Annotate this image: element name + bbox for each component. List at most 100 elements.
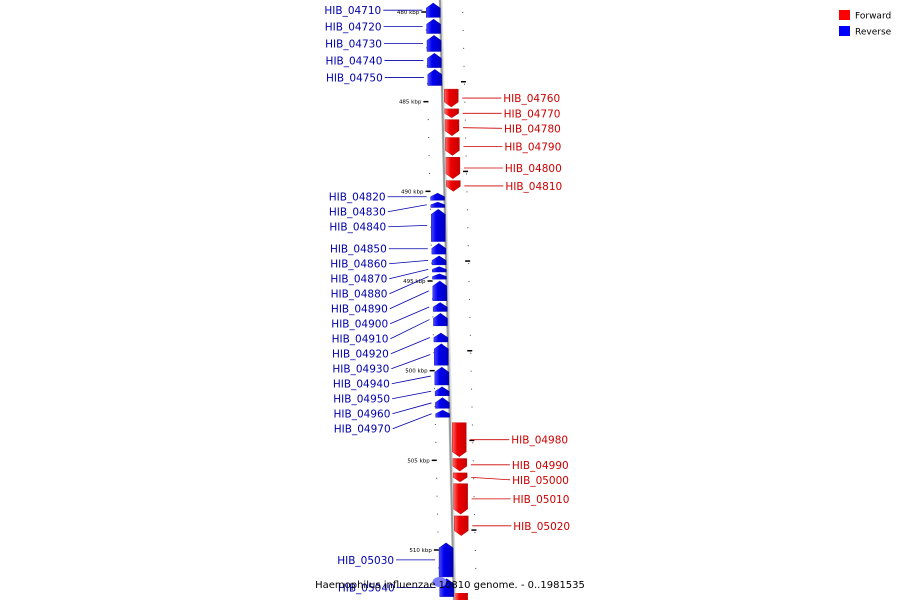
kbp-tick-label: 485 kbp xyxy=(399,100,422,106)
gene-hib-05030[interactable] xyxy=(438,542,454,578)
gene-label[interactable]: HIB_04720 xyxy=(325,21,382,33)
gene-hib-04790[interactable] xyxy=(445,137,460,156)
gene-hib-04900[interactable] xyxy=(432,302,448,312)
gene-hib-04750[interactable] xyxy=(427,69,443,86)
gene-connector xyxy=(387,204,427,213)
legend-forward-swatch xyxy=(839,10,850,20)
gene-label[interactable]: HIB_04810 xyxy=(505,181,562,193)
gene-label[interactable]: HIB_04920 xyxy=(332,349,389,361)
gene-connector xyxy=(392,402,432,415)
gene-labels: HIB_04710 HIB_04720 HIB_04730 HIB_04740 HIB_… xyxy=(324,5,570,594)
gene-label[interactable]: HIB_04870 xyxy=(330,274,387,286)
kbp-tick-label: 505 kbp xyxy=(407,458,430,464)
gene-label[interactable]: HIB_04900 xyxy=(331,319,388,331)
kbp-tick-label: 480 kbp xyxy=(397,10,420,16)
gene-hib-04720[interactable] xyxy=(426,18,441,34)
gene-label[interactable]: HIB_04780 xyxy=(504,123,561,135)
gene-connector xyxy=(390,337,431,355)
gene-hib-04890[interactable] xyxy=(432,280,447,301)
gene-hib-04970[interactable] xyxy=(435,409,450,418)
gene-hib-04980[interactable] xyxy=(452,422,467,457)
gene-hib-04760[interactable] xyxy=(444,88,459,108)
genome-axis xyxy=(438,0,457,600)
gene-hib-04960[interactable] xyxy=(435,397,450,409)
gene-label[interactable]: HIB_04930 xyxy=(332,364,389,376)
gene-hib-04870[interactable] xyxy=(432,266,447,273)
gene-connector xyxy=(471,476,511,481)
legend-forward-label: Forward xyxy=(855,12,891,22)
gene-hib-04770[interactable] xyxy=(444,108,459,119)
kbp-ticks: 480 kbp 485 kbp 490 kbp 495 kbp 500 kbp 505 k… xyxy=(397,10,477,587)
gene-label[interactable]: HIB_04840 xyxy=(329,222,386,234)
gene-connector xyxy=(390,319,430,340)
gene-label[interactable]: HIB_04750 xyxy=(326,72,383,84)
gene-label[interactable]: HIB_04830 xyxy=(329,207,386,219)
gene-hib-04940[interactable] xyxy=(434,366,449,386)
gene-label[interactable]: HIB_04730 xyxy=(325,38,382,50)
axis-line xyxy=(439,0,455,600)
kbp-tick-label: 510 kbp xyxy=(409,548,432,554)
gene-label[interactable]: HIB_04950 xyxy=(333,394,390,406)
gene-label[interactable]: HIB_04910 xyxy=(332,334,389,346)
genome-caption: Haemophilus influenzae 10810 genome. - 0… xyxy=(315,580,585,591)
gene-label[interactable]: HIB_04800 xyxy=(505,163,562,175)
legend-reverse-swatch xyxy=(839,26,850,36)
gene-connector xyxy=(389,276,429,295)
kbp-tick-label: 500 kbp xyxy=(405,369,428,375)
gene-connector xyxy=(392,413,432,430)
gene-connector xyxy=(391,375,431,385)
gene-label[interactable]: HIB_05010 xyxy=(513,494,570,506)
gene-label[interactable]: HIB_04760 xyxy=(503,93,560,105)
gene-hib-04880[interactable] xyxy=(432,273,447,280)
gene-label[interactable]: HIB_05030 xyxy=(337,555,394,567)
gene-hib-04840[interactable] xyxy=(431,209,446,242)
gene-label[interactable]: HIB_04880 xyxy=(331,289,388,301)
gene-track xyxy=(426,2,469,600)
gene-label[interactable]: HIB_04740 xyxy=(326,55,383,67)
gene-hib-04990[interactable] xyxy=(452,458,468,472)
gene-label[interactable]: HIB_05040 xyxy=(338,583,395,595)
gene-hib-05020[interactable] xyxy=(454,515,469,536)
gene-connector xyxy=(391,354,431,370)
gene-label[interactable]: HIB_04710 xyxy=(324,5,381,17)
gene-label[interactable]: HIB_04990 xyxy=(512,460,569,472)
gene-label[interactable]: HIB_04970 xyxy=(334,424,391,436)
gene-partial-reverse xyxy=(432,577,447,587)
gene-connector xyxy=(388,225,428,228)
gene-hib-04710[interactable] xyxy=(426,2,441,18)
gene-connector xyxy=(392,390,432,400)
gene-label[interactable]: HIB_04960 xyxy=(334,409,391,421)
gene-hib-04800[interactable] xyxy=(445,157,461,180)
gene-hib-04860[interactable] xyxy=(431,255,447,266)
gene-hib-05010[interactable] xyxy=(453,483,468,515)
gene-hib-04930[interactable] xyxy=(434,343,449,366)
gene-label[interactable]: HIB_04770 xyxy=(504,108,561,120)
gene-connector xyxy=(389,268,429,280)
gene-hib-04730[interactable] xyxy=(426,35,442,52)
gene-label[interactable]: HIB_05000 xyxy=(512,475,569,487)
gene-hib-04830[interactable] xyxy=(430,201,445,208)
gene-hib-04820[interactable] xyxy=(430,192,445,201)
gene-hib-04950[interactable] xyxy=(434,386,450,396)
legend-reverse-label: Reverse xyxy=(855,28,892,38)
gene-label[interactable]: HIB_04860 xyxy=(330,259,387,271)
gene-label[interactable]: HIB_04890 xyxy=(331,304,388,316)
gene-connector xyxy=(462,127,502,129)
gene-label[interactable]: HIB_04850 xyxy=(330,244,387,256)
gene-label[interactable]: HIB_04980 xyxy=(511,435,568,447)
gene-partial-forward xyxy=(454,593,468,600)
gene-hib-04740[interactable] xyxy=(427,53,442,68)
gene-hib-04920[interactable] xyxy=(433,332,449,343)
gene-hib-04810[interactable] xyxy=(446,180,461,192)
gene-label[interactable]: HIB_04940 xyxy=(333,379,390,391)
gene-hib-04910[interactable] xyxy=(433,313,448,327)
gene-hib-05000[interactable] xyxy=(452,472,468,483)
gene-label[interactable]: HIB_05020 xyxy=(513,521,570,533)
gene-hib-04850[interactable] xyxy=(431,243,447,255)
gene-label[interactable]: HIB_04820 xyxy=(329,192,386,204)
gene-label[interactable]: HIB_04790 xyxy=(504,142,561,154)
gene-connector xyxy=(390,306,430,325)
gene-hib-04780[interactable] xyxy=(444,119,460,136)
kbp-tick-label: 495 kbp xyxy=(403,279,426,285)
